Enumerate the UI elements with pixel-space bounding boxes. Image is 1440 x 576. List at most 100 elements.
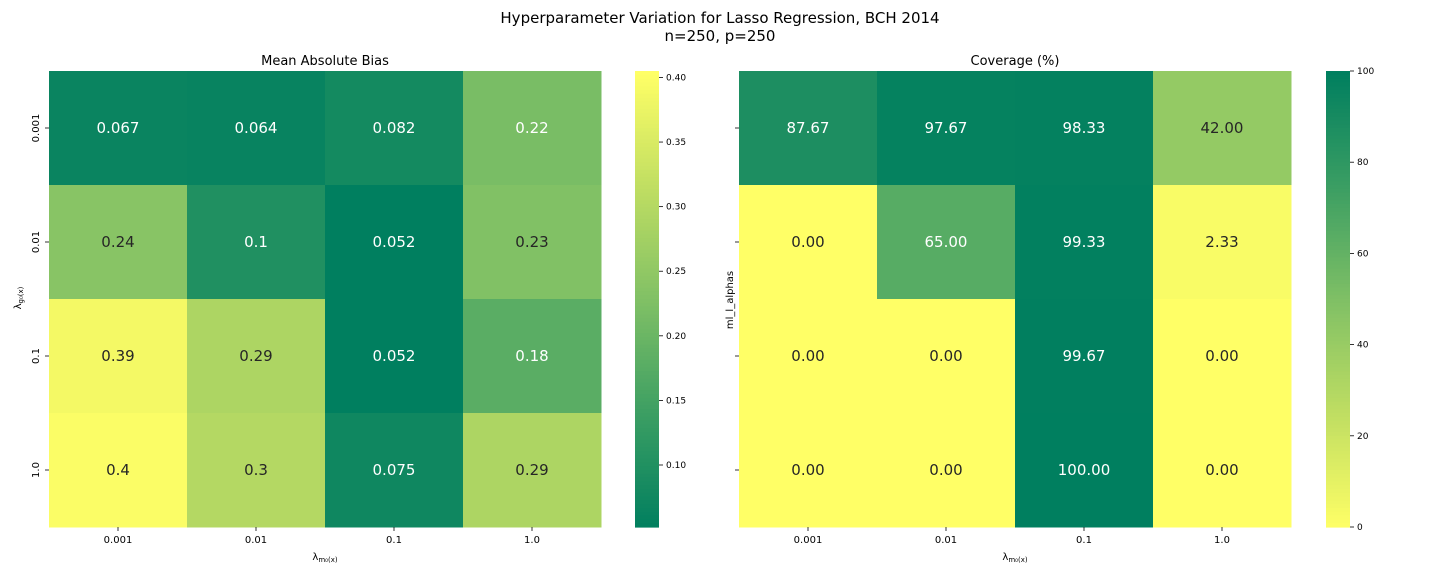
heatmap-cell bbox=[739, 413, 878, 528]
colorbar-segment bbox=[1326, 150, 1350, 156]
colorbar-segment bbox=[1326, 401, 1350, 406]
colorbar-segment bbox=[635, 363, 659, 368]
colorbar-segment bbox=[635, 432, 659, 437]
heatmap-cell bbox=[1015, 185, 1154, 300]
colorbar-segment bbox=[635, 276, 659, 281]
colorbar-segment bbox=[635, 359, 659, 365]
colorbar-segment bbox=[635, 215, 659, 220]
colorbar-segment bbox=[635, 314, 659, 319]
colorbar-segment bbox=[1326, 226, 1350, 232]
colorbar-segment bbox=[635, 451, 659, 456]
heatmap-cell bbox=[325, 185, 464, 300]
colorbar-segment bbox=[635, 196, 659, 201]
colorbar-segment bbox=[635, 329, 659, 334]
colorbar-segment bbox=[1326, 470, 1350, 475]
colorbar-segment bbox=[1326, 128, 1350, 133]
colorbar-segment bbox=[1326, 234, 1350, 239]
colorbar-segment bbox=[635, 287, 659, 292]
heatmap-cell bbox=[739, 71, 878, 186]
colorbar-tick-label: 0.15 bbox=[666, 396, 686, 406]
colorbar-segment bbox=[1326, 356, 1350, 361]
colorbar-segment bbox=[1326, 485, 1350, 490]
colorbar-segment bbox=[635, 234, 659, 239]
colorbar-segment bbox=[1326, 424, 1350, 429]
colorbar-segment bbox=[1326, 375, 1350, 380]
heatmap-cell bbox=[1153, 185, 1292, 300]
colorbar-segment bbox=[635, 264, 659, 270]
colorbar-segment bbox=[635, 477, 659, 482]
heatmap-cell bbox=[187, 71, 326, 186]
colorbar-segment bbox=[1326, 420, 1350, 425]
colorbar-segment bbox=[635, 435, 659, 441]
colorbar-segment bbox=[1326, 511, 1350, 517]
heatmap-cell bbox=[187, 413, 326, 528]
colorbar-segment bbox=[635, 280, 659, 285]
colorbar-tick-label: 0.10 bbox=[666, 461, 686, 471]
colorbar-segment bbox=[1326, 454, 1350, 460]
heatmap-cell bbox=[739, 299, 878, 414]
bias-y-ticks: 0.001 0.01 0.1 1.0 bbox=[31, 114, 49, 478]
colorbar-segment bbox=[1326, 428, 1350, 433]
colorbar-tick-label: 60 bbox=[1357, 249, 1369, 259]
colorbar-segment bbox=[635, 375, 659, 380]
colorbar-segment bbox=[635, 82, 659, 87]
colorbar-segment bbox=[1326, 329, 1350, 334]
colorbar-segment bbox=[1326, 101, 1350, 106]
heatmap-cell-label: 99.33 bbox=[1063, 233, 1106, 251]
colorbar-segment bbox=[1326, 173, 1350, 178]
colorbar-segment bbox=[635, 420, 659, 425]
colorbar-segment bbox=[635, 230, 659, 235]
colorbar-segment bbox=[1326, 367, 1350, 372]
colorbar-segment bbox=[635, 131, 659, 137]
heatmap-cell-label: 0.00 bbox=[929, 461, 962, 479]
colorbar-segment bbox=[635, 71, 659, 76]
colorbar-segment bbox=[1326, 230, 1350, 235]
colorbar-segment bbox=[1326, 120, 1350, 125]
heatmap-cell bbox=[49, 185, 188, 300]
colorbar-segment bbox=[635, 257, 659, 262]
colorbar-segment bbox=[1326, 204, 1350, 209]
colorbar-segment bbox=[635, 500, 659, 505]
heatmap-cell-label: 0.052 bbox=[373, 347, 416, 365]
y-tick-label: 0.01 bbox=[31, 231, 42, 253]
x-tick-label: 1.0 bbox=[524, 535, 540, 546]
colorbar-segment bbox=[635, 371, 659, 376]
colorbar-segment bbox=[1326, 462, 1350, 467]
colorbar-segment bbox=[635, 462, 659, 467]
colorbar-segment bbox=[1326, 261, 1350, 266]
colorbar-tick-label: 100 bbox=[1357, 67, 1374, 77]
colorbar-segment bbox=[635, 245, 659, 251]
heatmap-cell-label: 0.29 bbox=[239, 347, 272, 365]
heatmap-cell bbox=[877, 299, 1016, 414]
heatmap-cell bbox=[1153, 299, 1292, 414]
colorbar-segment bbox=[635, 473, 659, 479]
heatmap-cell bbox=[49, 299, 188, 414]
colorbar-tick-label: 40 bbox=[1357, 341, 1369, 351]
colorbar-segment bbox=[635, 109, 659, 114]
colorbar-segment bbox=[1326, 242, 1350, 247]
colorbar-segment bbox=[635, 489, 659, 494]
heatmap-cell-label: 0.00 bbox=[929, 347, 962, 365]
colorbar-segment bbox=[1326, 272, 1350, 277]
colorbar-segment bbox=[635, 428, 659, 433]
colorbar-segment bbox=[635, 508, 659, 513]
colorbar-segment bbox=[635, 204, 659, 209]
colorbar-segment bbox=[1326, 109, 1350, 114]
colorbar-segment bbox=[635, 181, 659, 186]
colorbar-segment bbox=[635, 333, 659, 338]
colorbar-segment bbox=[635, 492, 659, 498]
heatmap-cell bbox=[325, 299, 464, 414]
colorbar-segment bbox=[1326, 158, 1350, 163]
heatmap-cell-label: 97.67 bbox=[925, 119, 968, 137]
x-tick-label: 0.1 bbox=[386, 535, 402, 546]
colorbar-segment bbox=[635, 147, 659, 152]
colorbar-segment bbox=[1326, 82, 1350, 87]
heatmap-cell bbox=[1153, 413, 1292, 528]
colorbar-segment bbox=[1326, 295, 1350, 300]
colorbar-segment bbox=[635, 340, 659, 346]
coverage-heatmap-title: Coverage (%) bbox=[971, 54, 1060, 69]
colorbar-segment bbox=[1326, 188, 1350, 194]
heatmap-cell-label: 0.3 bbox=[244, 461, 268, 479]
colorbar-segment bbox=[635, 306, 659, 311]
colorbar-segment bbox=[1326, 325, 1350, 330]
